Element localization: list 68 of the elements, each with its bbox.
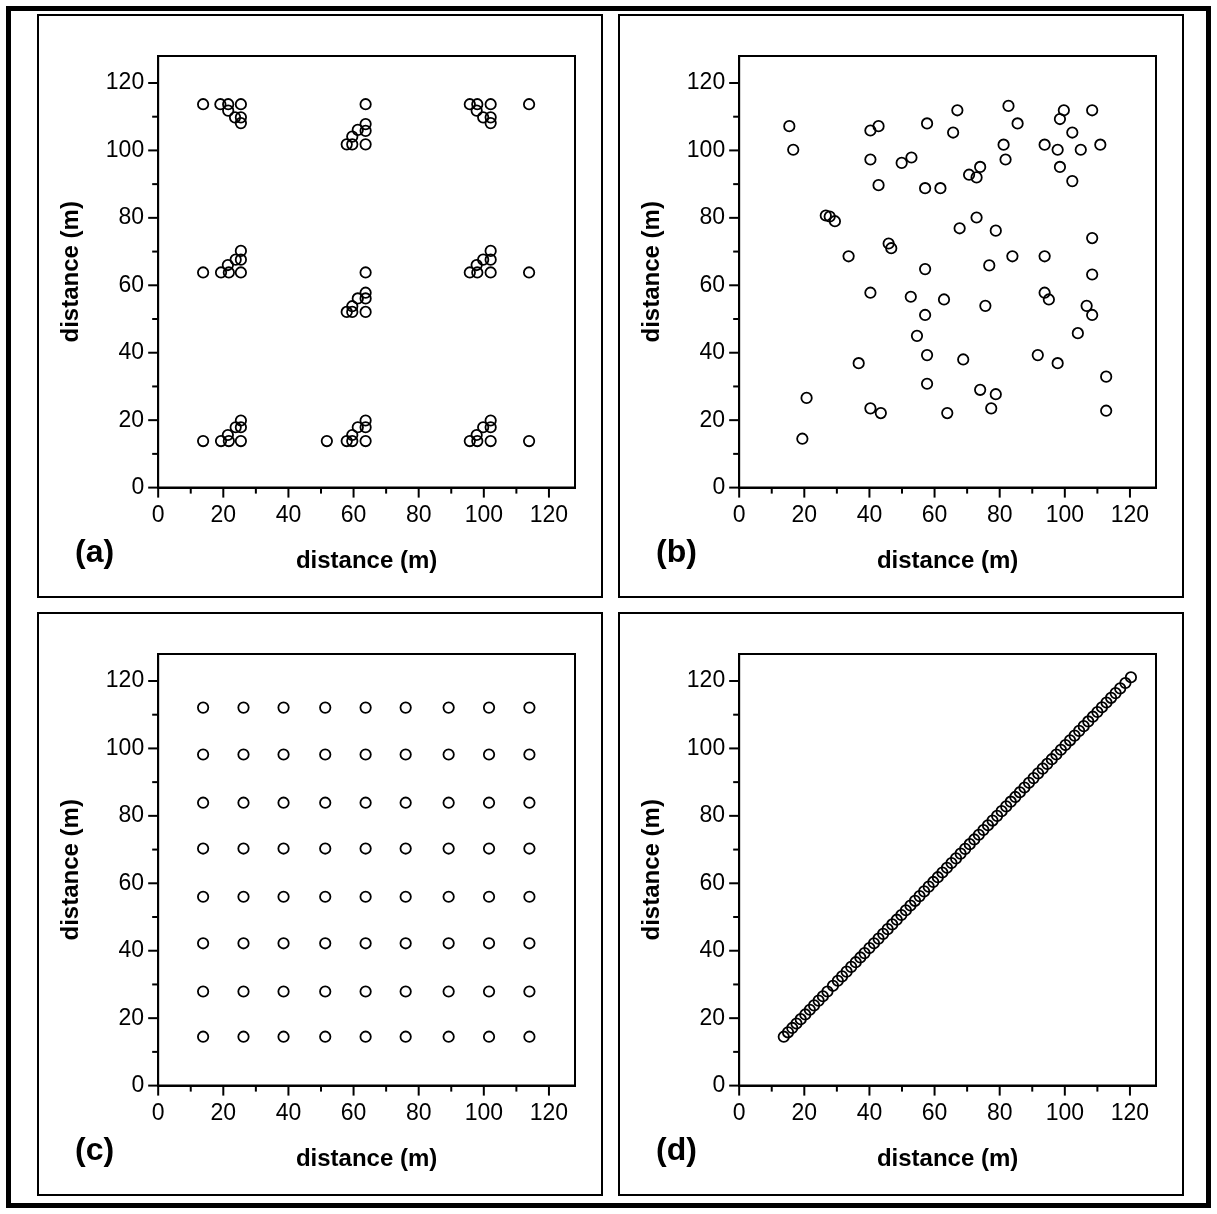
x-tick-label: 40 bbox=[856, 500, 883, 527]
y-axis-title: distance (m) bbox=[637, 201, 665, 343]
y-tick-label: 0 bbox=[131, 472, 145, 499]
y-tick-label: 60 bbox=[699, 270, 726, 297]
y-tick-label: 60 bbox=[118, 270, 145, 297]
x-tick-label: 80 bbox=[405, 500, 432, 527]
x-tick-label: 60 bbox=[921, 500, 948, 527]
x-tick-label: 40 bbox=[856, 1098, 883, 1125]
y-tick-label: 100 bbox=[686, 733, 726, 760]
x-tick-label: 60 bbox=[340, 500, 367, 527]
x-axis-title: distance (m) bbox=[295, 1144, 438, 1172]
x-tick-label: 0 bbox=[151, 500, 165, 527]
x-tick-label: 20 bbox=[210, 500, 237, 527]
x-tick-label: 80 bbox=[986, 500, 1013, 527]
y-axis-title: distance (m) bbox=[56, 201, 84, 343]
y-tick-label: 80 bbox=[118, 203, 145, 230]
y-tick-label: 100 bbox=[105, 733, 145, 760]
x-tick-label: 100 bbox=[464, 500, 504, 527]
y-tick-label: 0 bbox=[712, 472, 726, 499]
x-tick-label: 120 bbox=[1110, 1098, 1150, 1125]
y-tick-label: 100 bbox=[105, 135, 145, 162]
text: (b) bbox=[656, 533, 697, 569]
y-tick-label: 40 bbox=[118, 338, 145, 365]
y-tick-label: 40 bbox=[699, 338, 726, 365]
x-tick-label: 100 bbox=[1045, 500, 1085, 527]
y-tick-label: 20 bbox=[118, 405, 145, 432]
x-tick-label: 120 bbox=[1110, 500, 1150, 527]
x-tick-label: 80 bbox=[986, 1098, 1013, 1125]
y-tick-label: 0 bbox=[712, 1070, 726, 1097]
x-tick-label: 60 bbox=[340, 1098, 367, 1125]
y-axis-title: distance (m) bbox=[637, 799, 665, 941]
x-tick-label: 40 bbox=[275, 500, 302, 527]
y-tick-label: 120 bbox=[686, 68, 726, 95]
x-axis-title: distance (m) bbox=[876, 1144, 1019, 1172]
x-tick-label: 20 bbox=[791, 500, 818, 527]
y-tick-label: 60 bbox=[118, 868, 145, 895]
y-tick-label: 40 bbox=[699, 936, 726, 963]
y-tick-label: 20 bbox=[118, 1003, 145, 1030]
y-tick-label: 40 bbox=[118, 936, 145, 963]
text: (c) bbox=[75, 1131, 115, 1167]
x-tick-label: 100 bbox=[464, 1098, 504, 1125]
y-tick-label: 20 bbox=[699, 1003, 726, 1030]
y-tick-label: 120 bbox=[686, 666, 726, 693]
text: (a) bbox=[75, 533, 115, 569]
text: (d) bbox=[656, 1131, 697, 1167]
x-tick-label: 60 bbox=[921, 1098, 948, 1125]
y-tick-label: 20 bbox=[699, 405, 726, 432]
x-axis-title: distance (m) bbox=[295, 546, 438, 574]
x-tick-label: 120 bbox=[529, 500, 569, 527]
y-tick-label: 80 bbox=[699, 203, 726, 230]
y-tick-label: 120 bbox=[105, 68, 145, 95]
y-tick-label: 0 bbox=[131, 1070, 145, 1097]
x-tick-label: 100 bbox=[1045, 1098, 1085, 1125]
x-tick-label: 0 bbox=[732, 500, 746, 527]
y-tick-label: 60 bbox=[699, 868, 726, 895]
x-tick-label: 0 bbox=[151, 1098, 165, 1125]
y-tick-label: 80 bbox=[118, 801, 145, 828]
x-tick-label: 120 bbox=[529, 1098, 569, 1125]
y-tick-label: 80 bbox=[699, 801, 726, 828]
x-tick-label: 0 bbox=[732, 1098, 746, 1125]
x-tick-label: 80 bbox=[405, 1098, 432, 1125]
x-tick-label: 20 bbox=[210, 1098, 237, 1125]
y-tick-label: 120 bbox=[105, 666, 145, 693]
x-tick-label: 20 bbox=[791, 1098, 818, 1125]
x-tick-label: 40 bbox=[275, 1098, 302, 1125]
y-axis-title: distance (m) bbox=[56, 799, 84, 941]
x-axis-title: distance (m) bbox=[876, 546, 1019, 574]
y-tick-label: 100 bbox=[686, 135, 726, 162]
